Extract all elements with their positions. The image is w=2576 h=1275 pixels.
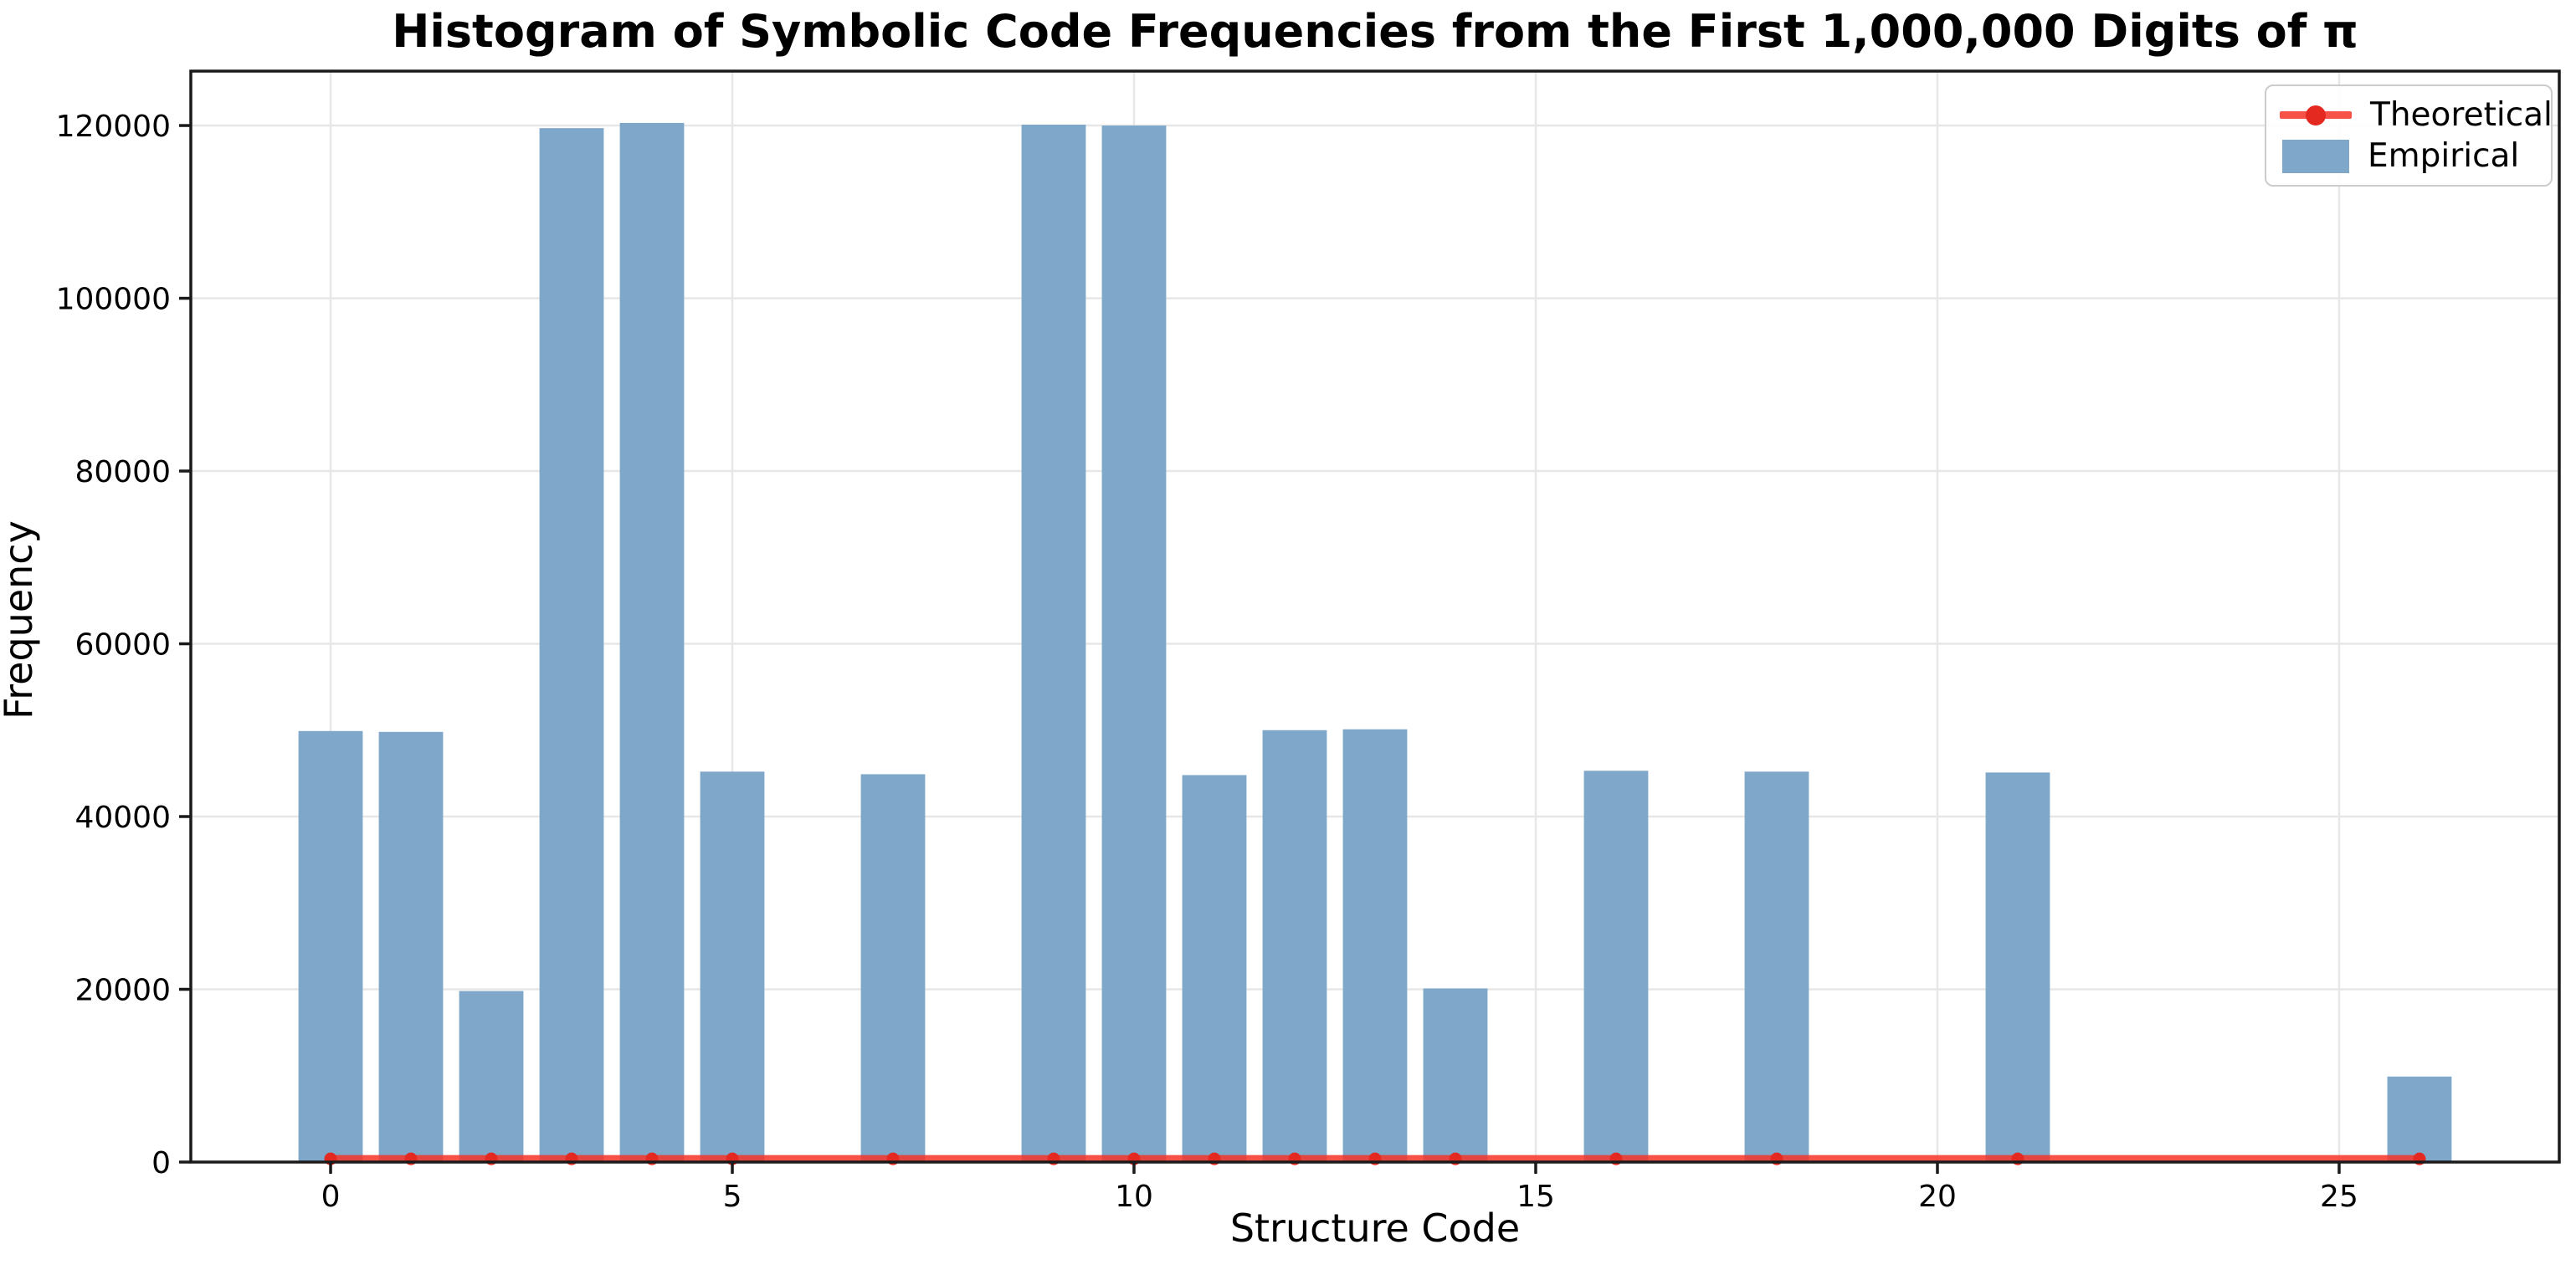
y-axis-label: Frequency	[0, 520, 41, 719]
y-tick-label-60000: 60000	[74, 628, 171, 663]
x-tick-label-0: 0	[321, 1180, 341, 1214]
bar-code-16	[1583, 771, 1649, 1162]
x-tick-label-25: 25	[2320, 1180, 2358, 1214]
y-tick-label-100000: 100000	[56, 283, 171, 317]
x-axis-label: Structure Code	[1229, 1206, 1521, 1251]
y-tick-label-40000: 40000	[74, 801, 171, 835]
legend-item-empirical: Empirical	[2280, 136, 2536, 177]
y-tick-label-120000: 120000	[56, 110, 171, 144]
y-tick-label-80000: 80000	[74, 455, 171, 489]
chart-title: Histogram of Symbolic Code Frequencies f…	[392, 5, 2358, 58]
bar-code-5	[700, 771, 765, 1162]
legend: Theoretical Empirical	[2265, 84, 2553, 187]
x-tick-label-20: 20	[1918, 1180, 1957, 1214]
y-tick-label-20000: 20000	[74, 974, 171, 1008]
bar-code-18	[1744, 771, 1809, 1162]
x-tick-label-5: 5	[723, 1180, 742, 1214]
bar-code-0	[298, 730, 363, 1162]
bar-code-3	[539, 128, 604, 1162]
bar-code-21	[1985, 772, 2050, 1162]
theoretical-marker-icon	[2306, 105, 2326, 125]
x-tick-label-15: 15	[1516, 1180, 1555, 1214]
bar-code-13	[1342, 729, 1408, 1162]
axes-frame	[189, 69, 2561, 1164]
bar-code-11	[1182, 775, 1247, 1162]
bar-code-10	[1101, 125, 1167, 1162]
bar-code-26	[2387, 1076, 2452, 1162]
bar-code-2	[459, 991, 524, 1162]
legend-item-theoretical: Theoretical	[2280, 95, 2553, 136]
bar-code-4	[619, 122, 685, 1162]
empirical-patch-swatch	[2282, 139, 2349, 173]
bar-code-14	[1423, 988, 1488, 1162]
bar-code-1	[378, 731, 444, 1162]
x-tick-label-10: 10	[1115, 1180, 1153, 1214]
bar-code-9	[1021, 125, 1086, 1162]
theoretical-line-swatch	[2280, 105, 2352, 125]
y-tick-label-0: 0	[151, 1146, 171, 1180]
legend-label-empirical: Empirical	[2368, 137, 2520, 175]
legend-label-theoretical: Theoretical	[2370, 96, 2553, 134]
bar-code-7	[860, 774, 926, 1162]
bar-code-12	[1262, 730, 1327, 1162]
